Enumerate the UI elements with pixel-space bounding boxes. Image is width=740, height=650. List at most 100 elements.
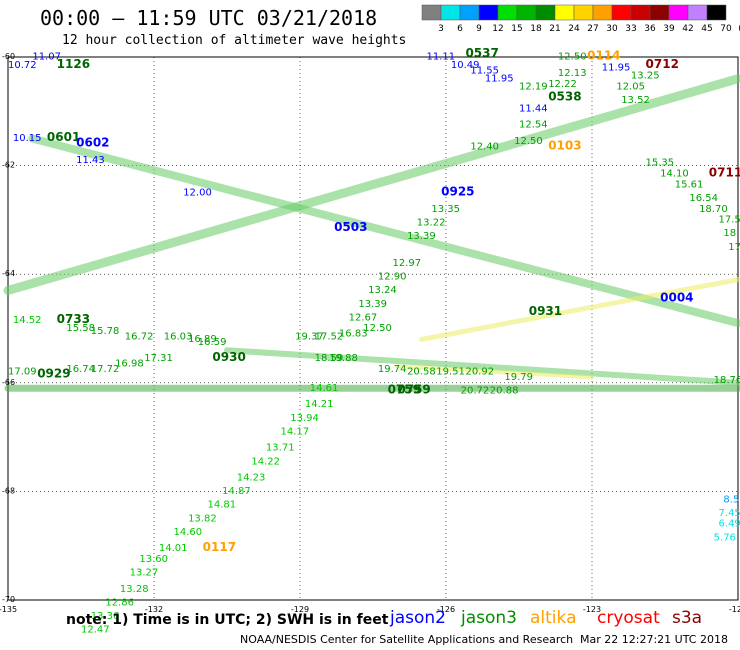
color-scale-label: 21 [549, 24, 560, 34]
color-swatch [687, 4, 708, 21]
pass-time-label: 0711 [709, 165, 740, 179]
wave-height-value: 16.89 [188, 334, 217, 345]
color-swatch [497, 4, 518, 21]
pass-time-label: 0537 [465, 46, 498, 60]
wave-height-value: 12.90 [378, 272, 407, 283]
wave-height-value: 19.88 [329, 353, 358, 364]
wave-height-value: 13.39 [358, 299, 387, 310]
wave-height-value: 14.23 [237, 473, 266, 484]
longitude-label: -123 [583, 605, 601, 614]
wave-height-value: 11.95 [485, 73, 514, 84]
pass-time-label: 0538 [548, 89, 581, 103]
wave-height-value: 13.82 [188, 513, 217, 524]
color-swatch [592, 4, 613, 21]
color-swatch [649, 4, 670, 21]
wave-height-value: 16.59 [198, 337, 227, 348]
longitude-label: -132 [145, 605, 163, 614]
wave-height-value: 15.78 [91, 326, 120, 337]
pass-time-label: 0601 [47, 130, 80, 144]
color-swatch [630, 4, 651, 21]
wave-height-value: 14.87 [222, 486, 251, 497]
color-swatch [421, 4, 442, 21]
wave-height-value: 16.74 [66, 364, 95, 375]
wave-height-value: 13.94 [290, 413, 319, 424]
legend-altika: altika [530, 608, 577, 628]
wave-height-value: 17.09 [8, 367, 37, 378]
pass-time-label: 0733 [57, 312, 90, 326]
pass-time-label: 0929 [37, 366, 70, 380]
pass-time-label: 0930 [212, 350, 245, 364]
latitude-label: -66 [2, 378, 15, 387]
wave-height-value: 11.44 [519, 103, 548, 114]
pass-time-label: 0503 [334, 220, 367, 234]
pass-time-label: 0759 [388, 383, 421, 397]
wave-height-value: 6.49 [719, 519, 740, 530]
wave-height-value: 10.15 [13, 133, 42, 144]
wave-height-value: 12.22 [548, 79, 577, 90]
color-scale-label: 42 [682, 24, 693, 34]
wave-height-value: 20.88 [490, 386, 519, 397]
wave-height-value: 10.72 [8, 60, 37, 71]
wave-height-value: 17.52 [315, 331, 344, 342]
color-scale-label: (ft) [738, 24, 740, 34]
wave-height-value: 11.55 [470, 65, 499, 76]
legend-cryosat: cryosat [597, 608, 660, 628]
wave-height-value: 14.81 [208, 500, 237, 511]
wave-height-value: 14.52 [13, 315, 42, 326]
color-swatch [535, 4, 556, 21]
wave-height-value: 11.07 [32, 52, 61, 63]
color-scale-label: 27 [587, 24, 598, 34]
color-swatch [478, 4, 499, 21]
color-scale-label: 30 [606, 24, 618, 34]
color-scale-label: 33 [625, 24, 636, 34]
color-swatch [459, 4, 480, 21]
wave-height-value: 13.25 [631, 71, 660, 82]
wave-height-value: 8.5 [723, 494, 739, 505]
wave-height-value: 14.61 [310, 383, 339, 394]
wave-height-value: 14.60 [173, 527, 202, 538]
color-swatch [440, 4, 461, 21]
wave-height-value: 10.49 [451, 60, 480, 71]
pass-time-label: 1126 [57, 57, 90, 71]
color-scale-label: 36 [644, 24, 656, 34]
pass-time-label: 0931 [529, 304, 562, 318]
wave-height-value: 12.67 [349, 312, 378, 323]
color-swatch [706, 4, 727, 21]
color-swatch [611, 4, 632, 21]
wave-height-value: 17.57 [719, 215, 740, 226]
wave-height-value: 16.03 [164, 331, 193, 342]
wave-height-value: 12.50 [514, 136, 543, 147]
credit-text: NOAA/NESDIS Center for Satellite Applica… [240, 633, 574, 646]
wave-height-value: 13.35 [431, 204, 460, 215]
color-scale-label: 12 [492, 24, 503, 34]
wave-height-value: 13.71 [266, 443, 295, 454]
wave-height-value: 16.72 [125, 331, 154, 342]
satellite-track [28, 134, 740, 328]
latitude-label: -70 [2, 595, 15, 604]
satellite-tracks [3, 74, 740, 392]
wave-height-value: 13.27 [130, 568, 159, 579]
wave-height-value: 12.40 [470, 141, 499, 152]
wave-height-value: 20.72 [461, 386, 490, 397]
wave-height-value: 12.00 [183, 187, 212, 198]
wave-height-value: 11.95 [602, 63, 631, 74]
map-grid: -60 -62 -64 -66 -68 -70-135 -132 -129 -126 -123 -1… [0, 52, 740, 614]
color-swatch [573, 4, 594, 21]
generated-timestamp: Mar 22 12:27:21 UTC 2018 [580, 633, 728, 646]
wave-height-value: 12.05 [616, 82, 645, 93]
wave-height-value: 16.83 [339, 329, 368, 340]
color-scale-label: 9 [476, 24, 482, 34]
wave-height-value: 16.98 [115, 359, 144, 370]
wave-height-value: 17.72 [91, 364, 120, 375]
wave-height-value: 12.86 [105, 597, 134, 608]
longitude-label: -120 [729, 605, 740, 614]
pass-time-label: 0712 [646, 57, 679, 71]
color-scale-label: 39 [663, 24, 675, 34]
pass-time-label: 0602 [76, 136, 109, 150]
wave-height-value: 19.51 [436, 367, 465, 378]
pass-time-label: 0004 [660, 290, 693, 304]
color-scale-label: 45 [701, 24, 712, 34]
wave-height-value: 20.58 [407, 367, 436, 378]
